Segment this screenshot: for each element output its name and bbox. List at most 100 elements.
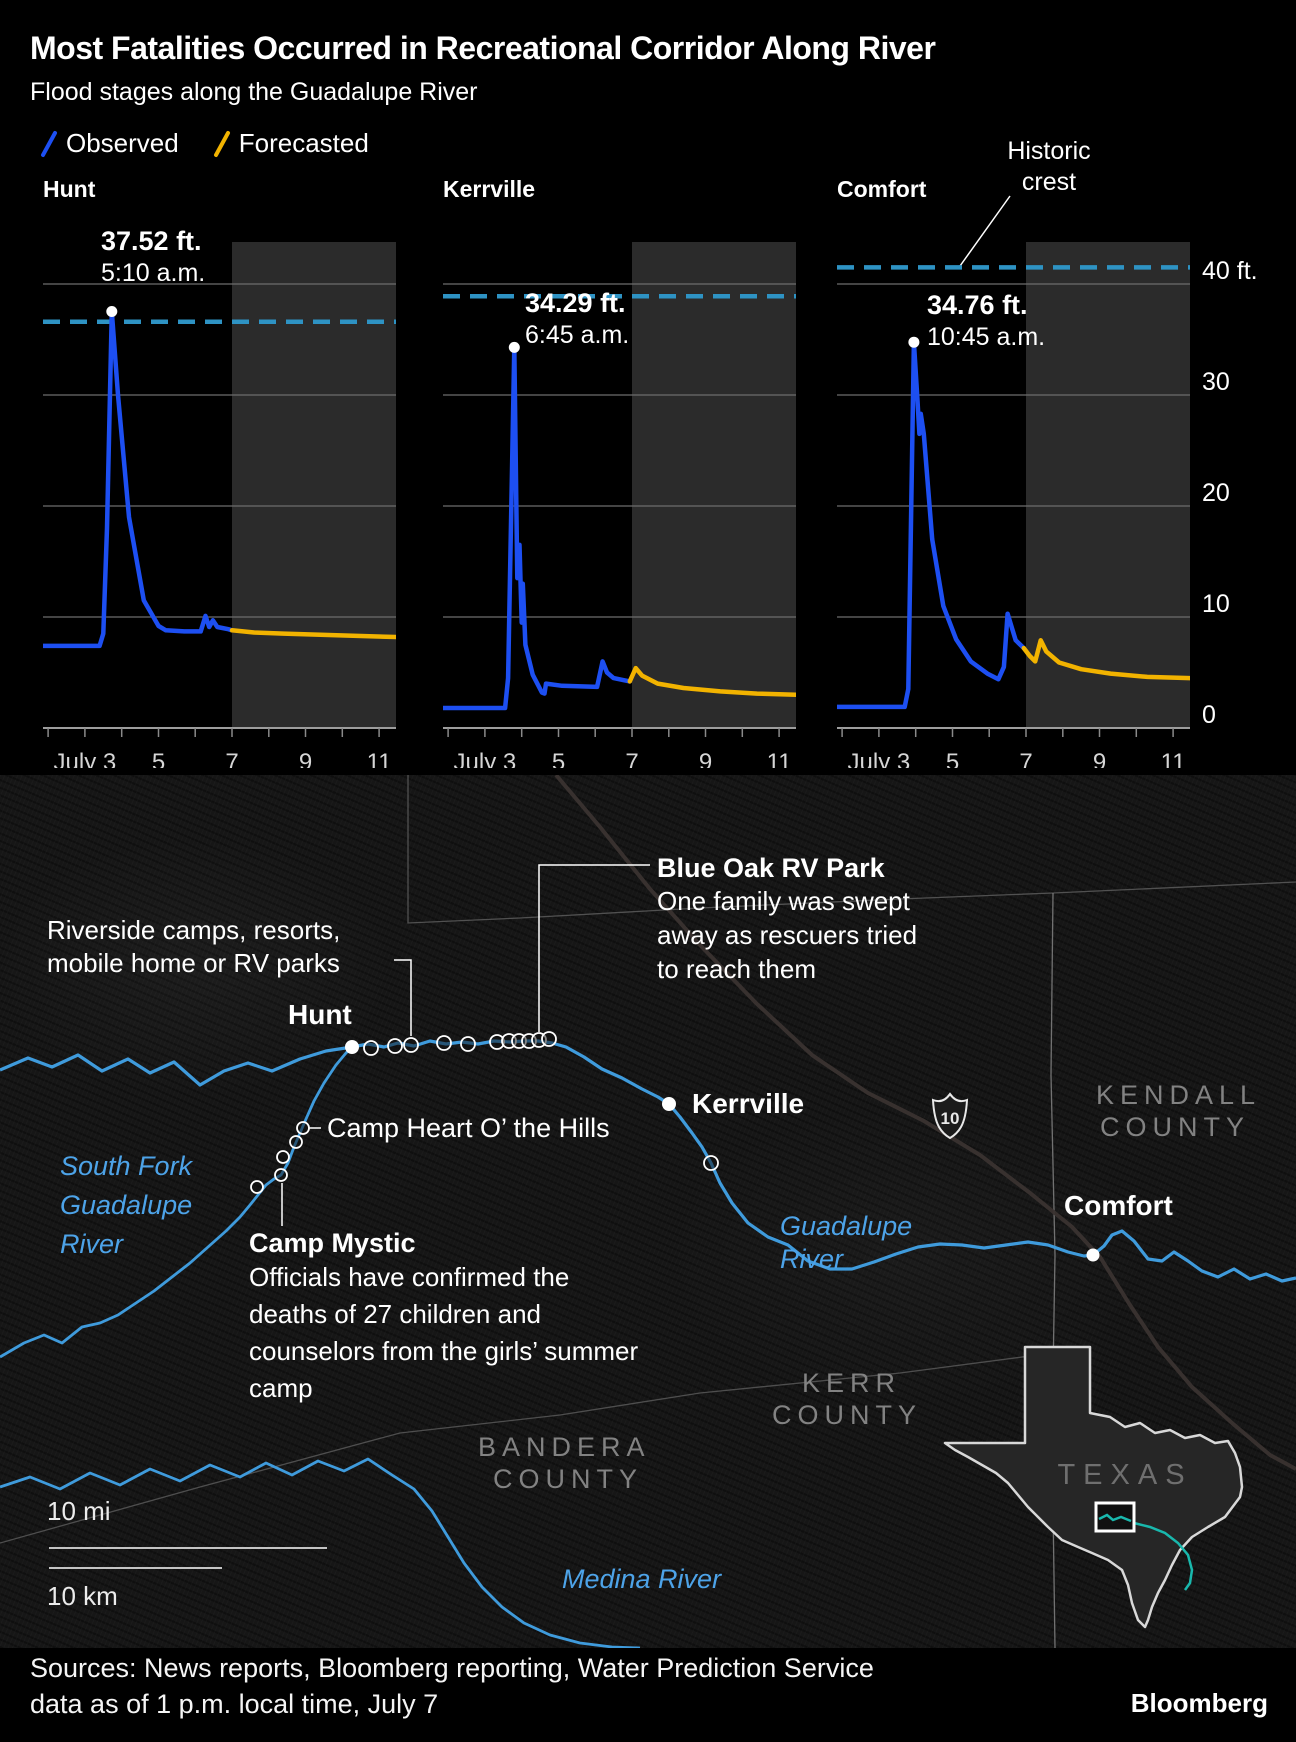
shield-outline xyxy=(931,1092,969,1140)
x-tick-label: 5 xyxy=(946,749,959,768)
x-tick-label: July 3 xyxy=(54,749,117,768)
camp-marker xyxy=(276,1150,290,1164)
map-label-medina-river: Medina River xyxy=(562,1564,722,1594)
x-tick-label: July 3 xyxy=(848,749,911,768)
x-tick-label: 5 xyxy=(552,749,565,768)
city-marker-comfort xyxy=(1086,1248,1100,1262)
x-tick-label: 9 xyxy=(299,749,312,768)
observed-slash-icon xyxy=(41,130,57,157)
flood-stage-charts: Hunt July 3 5 7 9 11 37.52 ft. 5:10 a.m. Kerrv… xyxy=(0,176,1296,776)
x-tick-label: 7 xyxy=(225,749,238,768)
chart-title-kerrville: Kerrville xyxy=(443,176,536,202)
kerrville-plot: July 3 5 7 9 11 34.29 ft. 6:45 a.m. xyxy=(443,242,796,768)
map-label-bandera-county-1: BANDERA xyxy=(478,1432,651,1462)
peak-dot xyxy=(508,341,520,353)
forecast-line xyxy=(1021,638,1190,681)
legend-forecasted: Forecasted xyxy=(213,128,369,159)
legend-observed: Observed xyxy=(40,128,179,159)
y-label-10: 10 xyxy=(1202,590,1230,618)
shield-number: 10 xyxy=(941,1109,960,1128)
annotation-camp-heart: Camp Heart O’ the Hills xyxy=(327,1113,610,1143)
city-marker-hunt xyxy=(345,1040,359,1054)
inset-texas-label: TEXAS xyxy=(1057,1459,1193,1491)
forecast-region xyxy=(1026,242,1190,728)
x-tick-label: 11 xyxy=(767,749,792,768)
chart-hunt: Hunt July 3 5 7 9 11 37.52 ft. 5:10 a.m. xyxy=(43,176,396,768)
scale-label-miles: 10 mi xyxy=(47,1496,111,1526)
forecast-region xyxy=(232,242,396,728)
camp-marker xyxy=(387,1038,403,1054)
footer: Sources: News reports, Bloomberg reporti… xyxy=(0,1648,1296,1742)
observed-line xyxy=(43,309,235,649)
inset-river-in-rect xyxy=(1098,1513,1132,1523)
historic-crest-leader-line xyxy=(959,195,1011,267)
forecast-line xyxy=(229,628,396,640)
camp-marker-camp-mystic xyxy=(274,1168,288,1182)
y-label-20: 20 xyxy=(1202,479,1230,507)
camp-marker-heart-o-the-hills xyxy=(296,1121,310,1135)
peak-time-label: 5:10 a.m. xyxy=(101,259,205,287)
peak-dot xyxy=(908,336,920,348)
map-label-kerrville: Kerrville xyxy=(692,1088,805,1119)
y-label-0: 0 xyxy=(1202,701,1216,729)
camp-marker xyxy=(703,1155,719,1171)
peak-value-label: 34.76 ft. xyxy=(927,290,1028,320)
forecast-region xyxy=(632,242,796,728)
camp-marker xyxy=(363,1040,379,1056)
texas-outline xyxy=(943,1345,1244,1629)
guadalupe-river-map: 10 Hunt Kerrville Comfort KENDALL COUNTY… xyxy=(0,775,1296,1648)
map-label-guadalupe-river: Guadalupe River xyxy=(780,1211,913,1274)
inset-river-downstream xyxy=(1133,1521,1194,1591)
annotation-riverside-camps: Riverside camps, resorts, mobile home or… xyxy=(47,915,341,978)
map-label-south-fork: South Fork Guadalupe River xyxy=(60,1151,193,1259)
legend-observed-label: Observed xyxy=(66,128,179,158)
camp-marker xyxy=(289,1135,303,1149)
medina-river-path xyxy=(0,1457,641,1648)
forecasted-slash-icon xyxy=(213,130,230,157)
annotation-blue-oak: Blue Oak RV Park One family was swept aw… xyxy=(657,853,918,984)
x-tick-label: 11 xyxy=(1161,749,1186,768)
map-label-kerr-county-1: KERR xyxy=(802,1368,902,1398)
city-marker-kerrville xyxy=(662,1097,676,1111)
map-label-kendall-county-2: COUNTY xyxy=(1100,1112,1250,1142)
county-boundary-kendall-kerr xyxy=(1050,892,1056,1648)
texas-inset xyxy=(943,1345,1244,1629)
peak-value-label: 34.29 ft. xyxy=(525,288,626,318)
forecast-line xyxy=(627,665,796,697)
peak-time-label: 10:45 a.m. xyxy=(927,323,1045,351)
page-subtitle: Flood stages along the Guadalupe River xyxy=(30,78,478,106)
camp-marker xyxy=(250,1180,264,1194)
interstate-10-road xyxy=(554,775,1296,1471)
chart-title-hunt: Hunt xyxy=(43,176,96,202)
x-tick-label: 7 xyxy=(625,749,638,768)
page-title: Most Fatalities Occurred in Recreational… xyxy=(30,30,936,66)
bloomberg-logo: Bloomberg xyxy=(1130,1688,1268,1718)
peak-time-label: 6:45 a.m. xyxy=(525,321,629,349)
riverside-camps-leader-line xyxy=(394,959,412,1036)
scale-bar-km xyxy=(49,1567,222,1569)
annotation-camp-mystic: Camp Mystic Officials have confirmed the… xyxy=(249,1228,639,1403)
chart-title-comfort: Comfort xyxy=(837,176,927,202)
map-artwork: 10 xyxy=(0,775,1296,1648)
peak-value-label: 37.52 ft. xyxy=(101,226,202,256)
map-label-comfort: Comfort xyxy=(1064,1190,1173,1221)
guadalupe-river-path xyxy=(0,1039,1296,1283)
observed-line xyxy=(443,345,633,711)
y-label-40: 40 ft. xyxy=(1202,257,1258,285)
observed-line xyxy=(837,339,1027,710)
interstate-10-shield: 10 xyxy=(931,1092,969,1140)
x-tick-label: 11 xyxy=(367,749,392,768)
x-tick-label: 9 xyxy=(1093,749,1106,768)
map-label-hunt: Hunt xyxy=(288,999,352,1030)
south-fork-river-path xyxy=(0,1046,353,1359)
comfort-plot: July 3 5 7 9 11 34.76 ft. 10:45 a.m. xyxy=(837,242,1190,768)
chart-legend: Observed Forecasted xyxy=(40,128,369,159)
map-label-kerr-county-2: COUNTY xyxy=(772,1400,922,1430)
blue-oak-leader-line xyxy=(538,864,650,1032)
scale-bar-miles xyxy=(49,1547,327,1549)
camp-marker xyxy=(403,1037,419,1053)
x-tick-label: 5 xyxy=(152,749,165,768)
riverside-camp-markers xyxy=(250,1031,719,1194)
chart-kerrville: Kerrville July 3 5 7 9 11 34.29 ft. 6:45 a.m. xyxy=(443,176,796,768)
